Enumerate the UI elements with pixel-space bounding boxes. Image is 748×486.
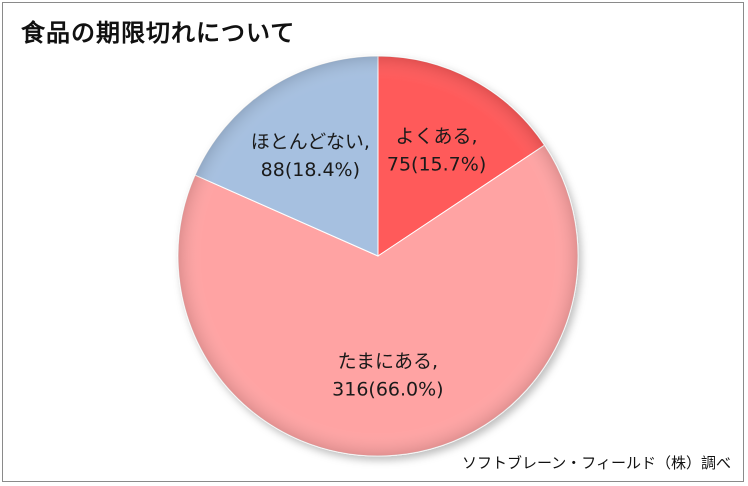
chart-source: ソフトブレーン・フィールド（株）調べ <box>462 454 731 472</box>
slice-label-2: たまにある, <box>338 351 438 373</box>
slice-value-3: 88(18.4%) <box>261 159 360 181</box>
slice-label-1: よくある, <box>396 126 478 148</box>
slice-value-1: 75(15.7%) <box>387 154 486 176</box>
slice-label-3: ほとんどない, <box>251 131 370 153</box>
slice-value-2: 316(66.0%) <box>332 379 443 401</box>
chart-title: 食品の期限切れについて <box>21 19 296 47</box>
